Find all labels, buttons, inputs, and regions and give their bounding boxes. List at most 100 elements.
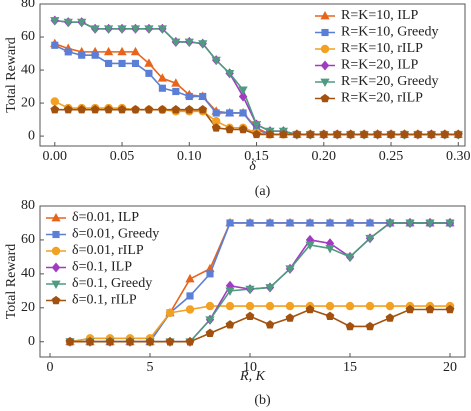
data-point bbox=[238, 86, 248, 95]
x-tick-label: 15 bbox=[343, 360, 357, 375]
data-point bbox=[385, 313, 395, 322]
data-point bbox=[131, 105, 140, 114]
data-point bbox=[265, 129, 275, 139]
data-point bbox=[266, 219, 274, 227]
data-point bbox=[144, 58, 154, 67]
plot-frame bbox=[39, 205, 466, 358]
data-point bbox=[131, 59, 140, 68]
caption: (b) bbox=[254, 393, 271, 408]
data-point bbox=[78, 51, 86, 59]
legend-marker bbox=[320, 60, 330, 71]
data-point bbox=[386, 129, 396, 139]
data-point bbox=[117, 25, 127, 34]
y-tick-label: 20 bbox=[21, 300, 35, 315]
data-point bbox=[385, 301, 395, 311]
legend-marker bbox=[321, 28, 329, 37]
data-point bbox=[85, 337, 95, 346]
data-point bbox=[118, 59, 126, 68]
legend-label: δ=0.1, rILP bbox=[72, 293, 137, 308]
data-point bbox=[63, 105, 73, 114]
data-point bbox=[205, 328, 215, 337]
data-point bbox=[77, 105, 87, 114]
data-point bbox=[186, 292, 194, 300]
data-point bbox=[157, 25, 168, 34]
data-point bbox=[305, 129, 315, 139]
data-point bbox=[117, 46, 127, 56]
data-point bbox=[90, 25, 100, 34]
data-point bbox=[91, 51, 99, 59]
data-point bbox=[65, 337, 75, 346]
data-point bbox=[292, 129, 302, 139]
data-point bbox=[245, 285, 255, 295]
data-point bbox=[198, 40, 208, 49]
y-axis-label: Total Reward bbox=[4, 37, 19, 113]
legend-marker bbox=[51, 212, 61, 222]
data-point bbox=[157, 105, 167, 114]
data-point bbox=[345, 301, 355, 311]
data-point bbox=[365, 321, 375, 331]
data-point bbox=[425, 219, 435, 229]
y-tick-label: 80 bbox=[21, 0, 35, 11]
x-axis-label: δ bbox=[249, 159, 256, 174]
data-point bbox=[279, 129, 288, 139]
data-point bbox=[185, 337, 195, 346]
data-point bbox=[251, 121, 262, 130]
data-point bbox=[265, 320, 275, 329]
data-point bbox=[326, 219, 334, 227]
data-point bbox=[185, 92, 193, 101]
data-point bbox=[285, 301, 295, 311]
x-tick-label: 0 bbox=[47, 360, 54, 375]
data-point bbox=[238, 124, 248, 134]
data-point bbox=[184, 105, 194, 114]
data-point bbox=[325, 311, 335, 321]
data-point bbox=[157, 73, 168, 82]
data-point bbox=[325, 245, 335, 254]
data-point bbox=[285, 265, 295, 274]
data-point bbox=[265, 284, 275, 293]
data-point bbox=[211, 56, 221, 66]
x-tick-label: 0.10 bbox=[177, 149, 202, 164]
legend-label: δ=0.1, Greedy bbox=[72, 276, 152, 291]
data-point bbox=[440, 129, 450, 139]
data-point bbox=[239, 109, 247, 117]
legend-label: R=K=20, ILP bbox=[341, 58, 418, 73]
data-point bbox=[265, 301, 275, 311]
legend-label: δ=0.01, Greedy bbox=[72, 227, 159, 242]
data-point bbox=[445, 304, 455, 314]
data-point bbox=[345, 321, 355, 331]
data-point bbox=[165, 337, 175, 346]
data-point bbox=[171, 38, 181, 48]
data-point bbox=[359, 129, 369, 139]
data-point bbox=[245, 311, 255, 321]
data-point bbox=[104, 105, 113, 114]
x-axis-label: R, K bbox=[239, 369, 266, 384]
data-point bbox=[125, 337, 135, 346]
x-tick-label: 20 bbox=[443, 360, 457, 375]
y-tick-label: 40 bbox=[21, 266, 35, 281]
data-point bbox=[365, 301, 375, 311]
x-tick-label: 0.15 bbox=[244, 149, 269, 164]
data-point bbox=[225, 124, 235, 134]
data-point bbox=[205, 316, 215, 325]
data-point bbox=[225, 280, 235, 291]
legend-marker bbox=[320, 93, 330, 103]
data-point bbox=[158, 84, 166, 92]
data-point bbox=[211, 117, 221, 126]
data-point bbox=[212, 109, 220, 117]
data-point bbox=[225, 287, 235, 296]
data-point bbox=[425, 304, 435, 314]
y-tick-label: 0 bbox=[28, 128, 35, 143]
data-point bbox=[225, 301, 235, 311]
legend-marker bbox=[52, 230, 60, 239]
y-axis-label: Total Reward bbox=[4, 244, 19, 320]
data-point bbox=[103, 46, 114, 56]
x-tick-label: 0.25 bbox=[379, 149, 404, 164]
y-tick-label: 80 bbox=[21, 198, 35, 213]
y-tick-label: 60 bbox=[21, 232, 35, 247]
legend-marker bbox=[320, 10, 330, 20]
legend-marker bbox=[320, 78, 330, 88]
x-tick-label: 0.05 bbox=[110, 149, 135, 164]
data-point bbox=[346, 219, 354, 227]
data-point bbox=[306, 219, 314, 227]
